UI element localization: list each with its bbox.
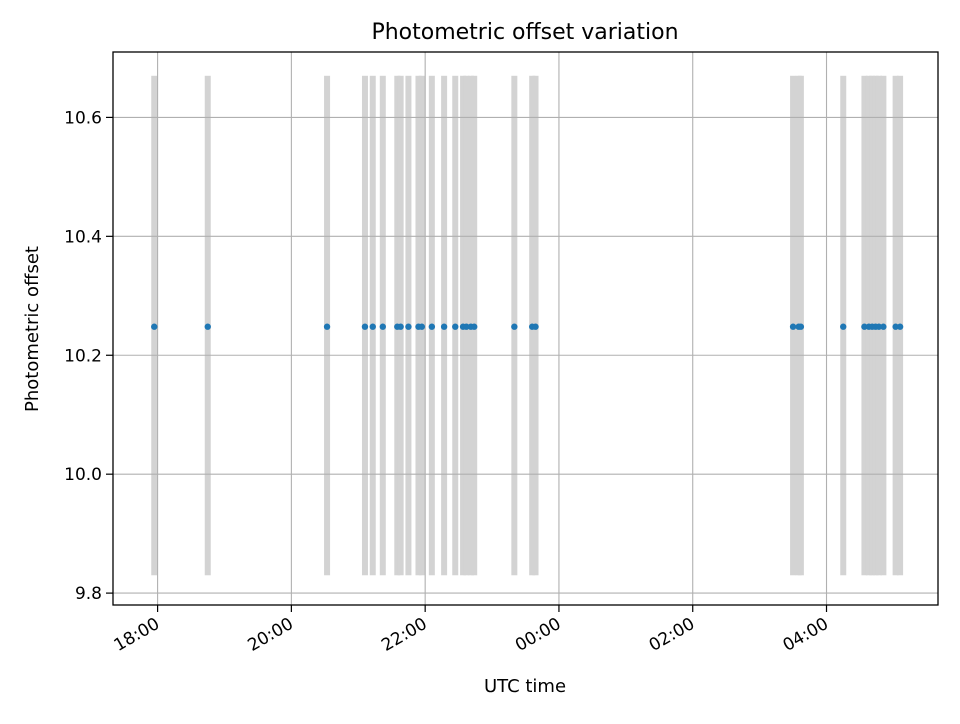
data-point [440, 323, 448, 330]
chart-title: Photometric offset variation [371, 20, 678, 45]
data-point [452, 323, 459, 330]
data-point [797, 323, 805, 330]
data-point [204, 323, 211, 330]
data-point [418, 323, 426, 330]
grid-lines [113, 52, 938, 605]
data-point [428, 323, 436, 330]
data-point [875, 323, 883, 330]
data-point [323, 323, 331, 330]
plot-area [112, 51, 939, 606]
y-tick-label: 10.4 [64, 227, 102, 247]
data-point [471, 323, 478, 330]
y-tick-label: 10.6 [64, 108, 102, 128]
data-point [840, 323, 847, 330]
data-point [892, 323, 899, 330]
data-point [397, 323, 404, 330]
data-point [896, 323, 904, 330]
data-points [151, 323, 904, 330]
data-point [789, 323, 797, 330]
y-axis: 9.8 10.0 10.2 10.4 10.6 [64, 108, 113, 604]
data-point [861, 323, 868, 330]
data-point [532, 323, 539, 330]
plot-frame [112, 51, 939, 606]
y-axis-label: Photometric offset [22, 246, 43, 412]
y-tick-label: 9.8 [75, 584, 102, 604]
data-point [379, 323, 386, 330]
data-point [369, 323, 376, 330]
data-point [151, 323, 158, 330]
data-point [361, 323, 369, 330]
y-tick-label: 10.2 [64, 346, 102, 366]
y-tick-label: 10.0 [64, 465, 102, 485]
data-point [463, 323, 470, 330]
data-point [405, 323, 412, 330]
data-point [511, 323, 518, 330]
data-point [880, 323, 887, 330]
x-axis-label: UTC time [484, 676, 566, 697]
